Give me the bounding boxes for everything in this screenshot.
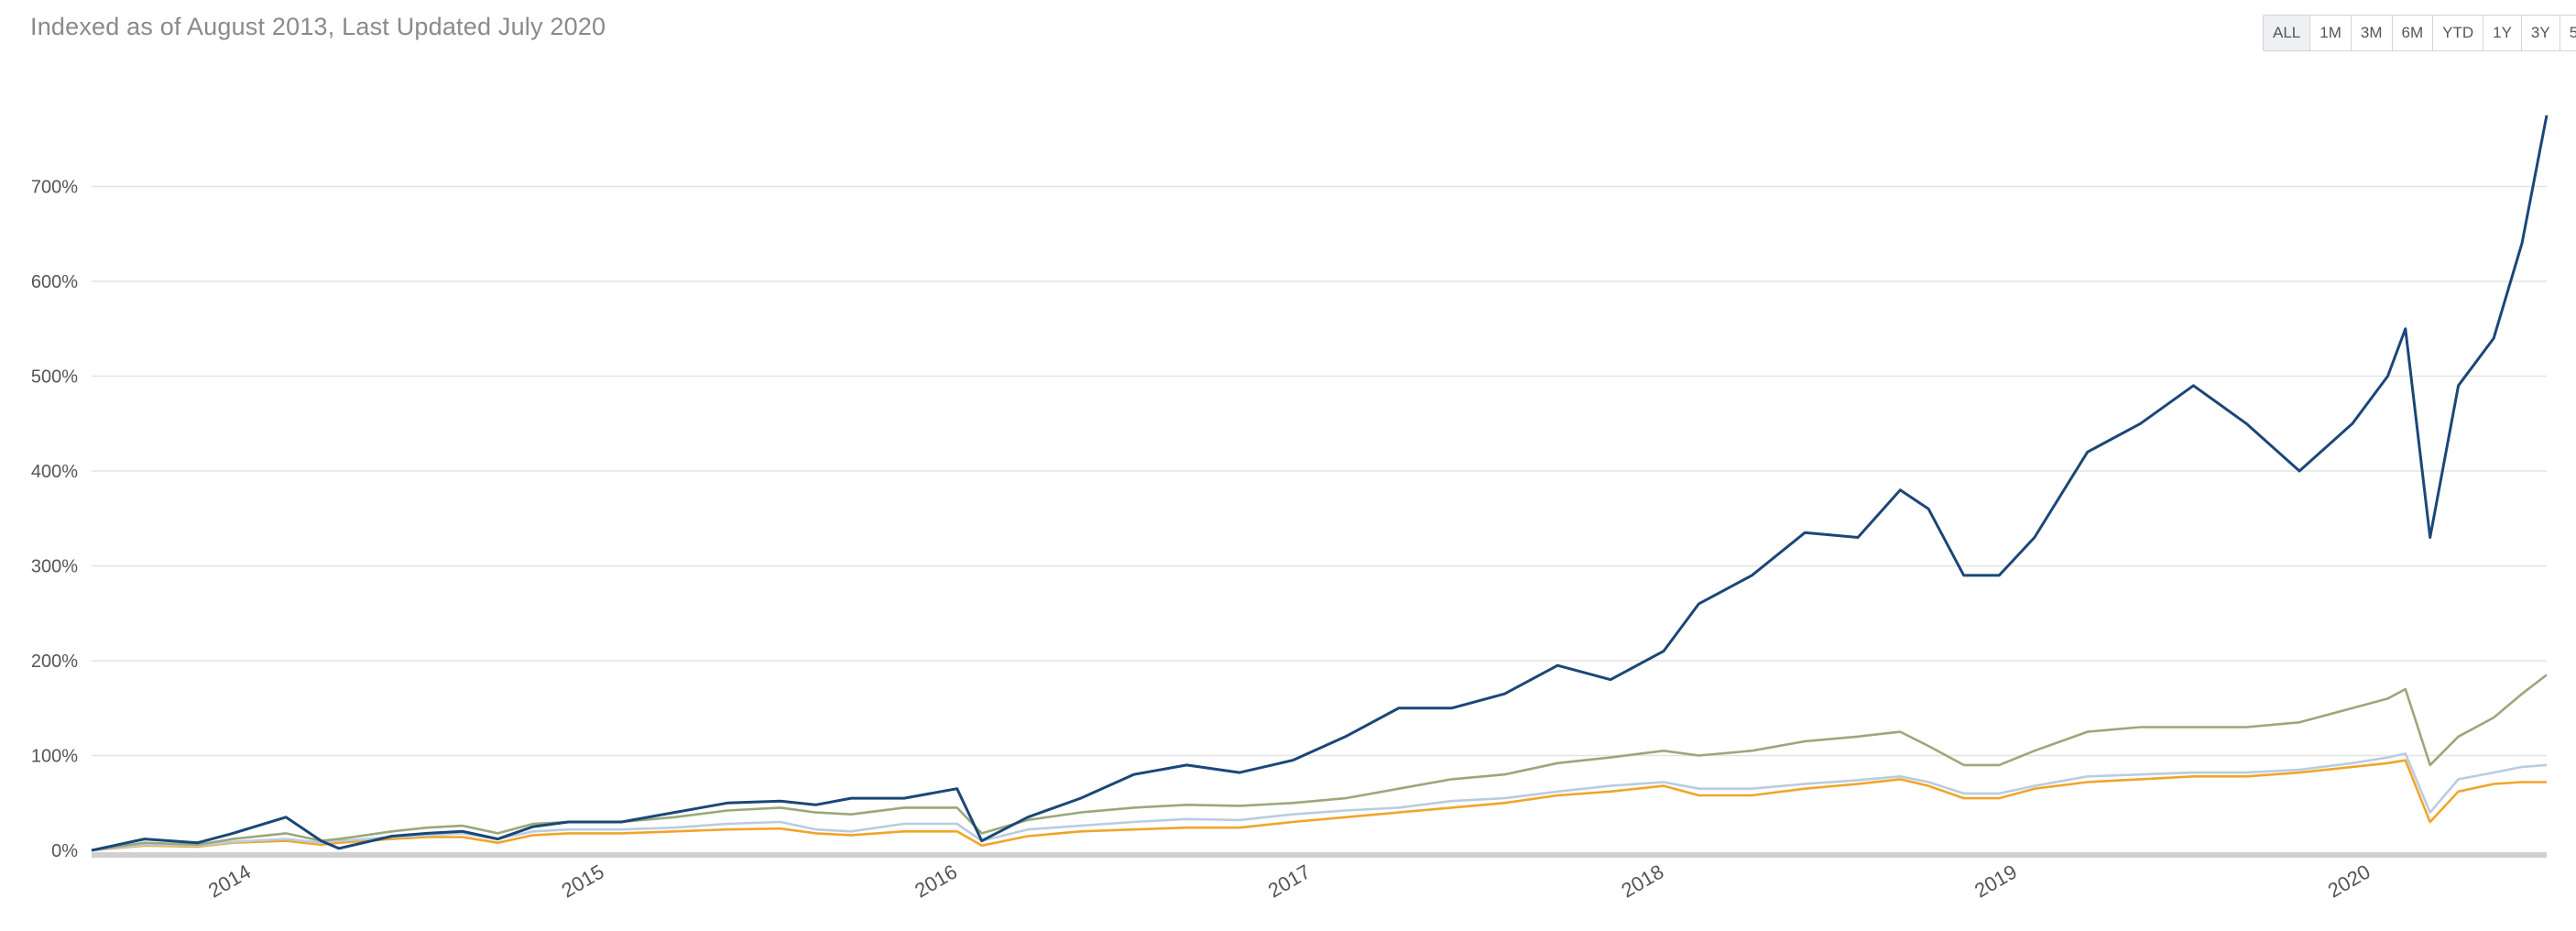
y-tick-label: 0%	[51, 841, 78, 861]
range-button-ytd[interactable]: YTD	[2433, 16, 2484, 50]
x-tick-label: 2015	[558, 860, 608, 902]
y-tick-label: 600%	[31, 272, 78, 292]
x-tick-label: 2018	[1617, 860, 1667, 902]
range-button-1m[interactable]: 1M	[2310, 16, 2352, 50]
range-button-3y[interactable]: 3Y	[2522, 16, 2560, 50]
y-tick-label: 200%	[31, 652, 78, 672]
series-line-3	[91, 752, 2548, 852]
series-line-1	[91, 115, 2549, 852]
x-tick-label: 2019	[1970, 860, 2021, 902]
x-tick-label: 2020	[2324, 860, 2374, 902]
series-line-4	[91, 759, 2547, 852]
range-button-3m[interactable]: 3M	[2352, 16, 2393, 50]
chart-title: Indexed as of August 2013, Last Updated …	[30, 13, 606, 40]
range-button-1y[interactable]: 1Y	[2483, 16, 2522, 50]
y-tick-label: 400%	[31, 462, 78, 482]
series-line-2	[91, 674, 2548, 852]
y-tick-label: 300%	[31, 557, 78, 577]
y-tick-label: 100%	[31, 747, 78, 767]
x-tick-label: 2014	[204, 860, 255, 902]
y-tick-label: 500%	[31, 367, 78, 388]
x-tick-label: 2016	[911, 860, 961, 902]
range-selector: ALL 1M 3M 6M YTD 1Y 3Y 5Y	[2263, 15, 2576, 51]
range-button-5y[interactable]: 5Y	[2569, 24, 2576, 41]
x-tick-label: 2017	[1264, 860, 1315, 902]
y-tick-label: 700%	[31, 178, 78, 198]
range-button-6m[interactable]: 6M	[2393, 16, 2434, 50]
range-button-all[interactable]: ALL	[2264, 16, 2311, 50]
